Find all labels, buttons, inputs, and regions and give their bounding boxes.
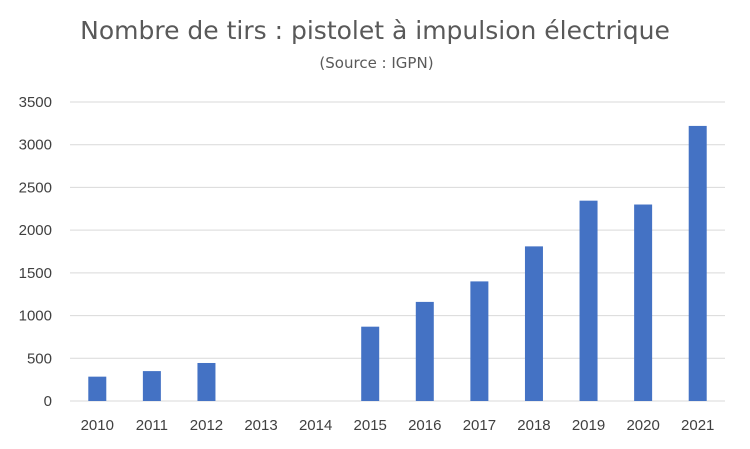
chart-title: Nombre de tirs : pistolet à impulsion él… [80,16,670,45]
x-tick-label: 2013 [244,417,277,434]
y-tick-label: 3500 [19,94,52,111]
bar-2012 [197,362,216,401]
y-tick-label: 3000 [19,137,52,154]
x-tick-label: 2010 [81,417,114,434]
x-tick-label: 2020 [626,417,659,434]
y-tick-label: 2500 [19,179,52,196]
x-tick-label: 2016 [408,417,441,434]
bar-2017 [470,281,489,401]
x-tick-label: 2017 [463,417,496,434]
bar-2021 [688,125,707,402]
x-tick-label: 2021 [681,417,714,434]
y-tick-label: 500 [27,350,52,367]
bar-2011 [142,371,161,401]
y-tick-label: 1000 [19,308,52,325]
bar-2019 [579,200,598,401]
x-tick-label: 2014 [299,417,332,434]
x-tick-label: 2018 [517,417,550,434]
x-tick-label: 2015 [354,417,387,434]
y-axis-tick-labels: 0 500 1000 1500 2000 2500 3000 3500 [19,94,52,410]
x-tick-label: 2012 [190,417,223,434]
y-tick-label: 2000 [19,222,52,239]
y-tick-label: 0 [44,393,52,410]
x-tick-label: 2011 [136,417,168,434]
bar-2010 [88,376,107,401]
chart-subtitle: (Source : IGPN) [319,54,434,72]
y-tick-label: 1500 [19,265,52,282]
bar-2015 [361,326,380,401]
x-axis-tick-labels: 2010 2011 2012 2013 2014 2015 2016 2017 2018 2019… [81,417,715,434]
bars [88,125,707,402]
bar-2020 [634,204,653,401]
x-tick-label: 2019 [572,417,605,434]
gridlines [70,101,725,402]
bar-2018 [524,246,543,401]
bar-2016 [415,301,434,401]
